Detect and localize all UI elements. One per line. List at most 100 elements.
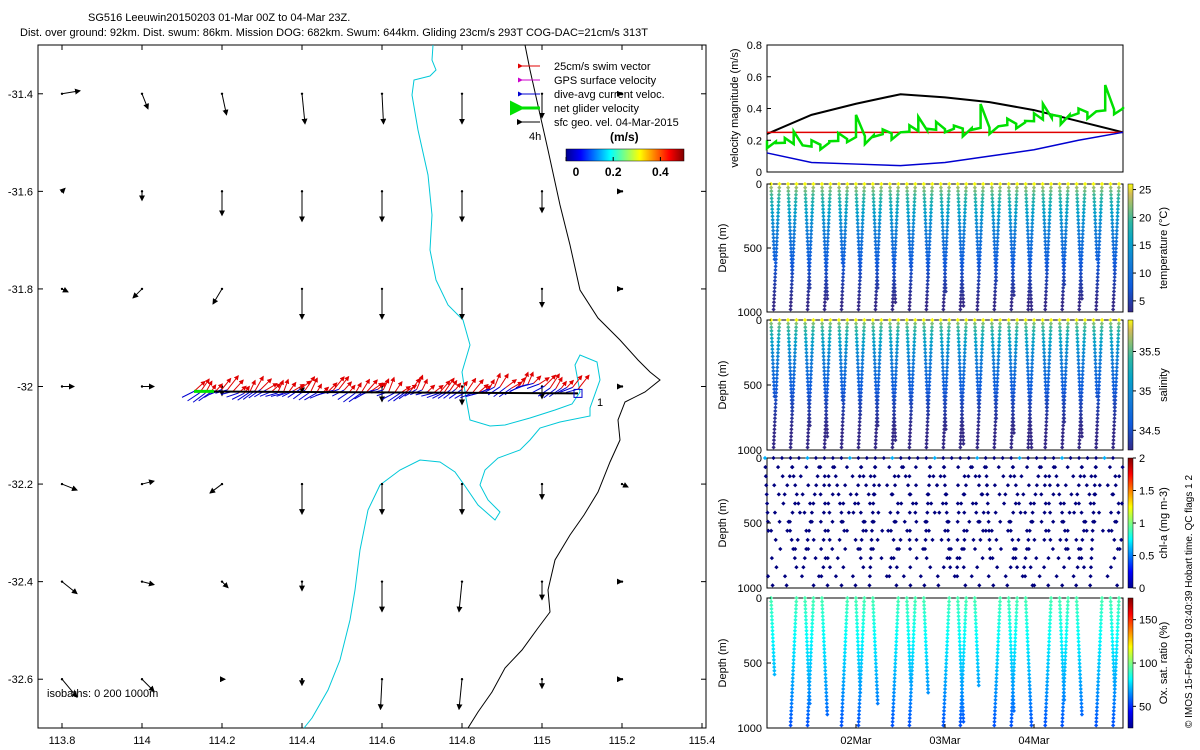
profile-point — [825, 372, 831, 377]
profile-point — [941, 437, 946, 443]
profile-point — [770, 628, 775, 633]
profile-point — [1024, 332, 1029, 337]
profile-point — [855, 357, 860, 363]
profile-point — [806, 292, 811, 298]
profile-point — [1059, 228, 1064, 233]
profile-point — [996, 635, 1001, 641]
profile-point — [956, 192, 961, 197]
profile-point — [857, 289, 862, 294]
geo-vector-origin — [380, 678, 384, 681]
profile-point — [802, 595, 808, 601]
profile-point — [889, 357, 894, 363]
profile-point — [1076, 639, 1081, 644]
profile-point — [1058, 610, 1063, 615]
profile-point — [1026, 379, 1031, 385]
profile-point — [995, 643, 1001, 648]
profile-point — [789, 289, 794, 294]
profile-point — [958, 307, 963, 312]
profile-point — [996, 350, 1001, 355]
profile-point — [974, 228, 980, 233]
profile-point — [792, 624, 798, 630]
profile-point — [809, 357, 814, 363]
profile-point — [893, 661, 898, 666]
profile-point — [844, 614, 849, 619]
profile-point — [1075, 614, 1080, 619]
profile-point — [908, 694, 913, 699]
profile-point — [1009, 307, 1014, 312]
profile-point — [1094, 289, 1100, 294]
geo-vector-origin — [300, 190, 304, 193]
profile-point — [911, 361, 916, 366]
profile-point — [810, 328, 816, 334]
profile-point — [941, 292, 947, 298]
profile-point — [787, 528, 793, 533]
profile-point — [942, 427, 947, 432]
profile-point — [1092, 346, 1098, 352]
profile-point — [1076, 217, 1081, 222]
profile-point — [895, 603, 901, 608]
profile-point — [794, 325, 799, 330]
profile-point — [907, 528, 913, 533]
profile-point — [1006, 317, 1011, 323]
profile-point — [924, 296, 930, 301]
profile-point — [1060, 654, 1065, 659]
profile-point — [924, 445, 929, 450]
profile-point — [942, 408, 948, 414]
profile-point — [840, 292, 845, 298]
profile-point — [826, 224, 831, 230]
profile-point — [961, 650, 966, 655]
profile-point — [1005, 528, 1011, 533]
profile-point — [858, 253, 864, 258]
profile-point — [855, 361, 861, 366]
profile-point — [892, 394, 897, 399]
profile-point — [1110, 650, 1116, 655]
profile-point — [1010, 412, 1015, 417]
profile-point — [958, 708, 964, 713]
profile-point — [1063, 654, 1068, 659]
profile-point — [1012, 239, 1017, 244]
profile-point — [997, 610, 1002, 615]
profile-point — [857, 278, 862, 283]
profile-point — [839, 300, 844, 305]
swim-vector — [505, 379, 518, 389]
profile-point — [788, 246, 794, 251]
profile-point — [1079, 705, 1084, 710]
profile-point — [791, 232, 797, 237]
profile-point — [871, 501, 876, 506]
profile-point — [1076, 635, 1081, 641]
profile-point — [997, 321, 1003, 326]
profile-point — [789, 278, 795, 283]
profile-point — [1057, 595, 1062, 601]
profile-point — [1051, 455, 1056, 461]
profile-point — [1077, 307, 1082, 312]
profile-point — [939, 346, 945, 352]
profile-point — [793, 610, 798, 615]
profile-point — [1025, 217, 1030, 222]
profile-point — [924, 455, 929, 461]
profile-point — [1008, 474, 1013, 479]
profile-point — [810, 325, 816, 330]
profile-point — [907, 434, 913, 439]
profile-point — [944, 501, 949, 506]
profile-point — [994, 257, 999, 262]
profile-point — [1059, 217, 1064, 222]
profile-point — [820, 196, 825, 201]
profile-point — [827, 332, 832, 337]
profile-point — [862, 185, 867, 190]
profile-point — [809, 346, 815, 352]
swim-vector — [471, 378, 484, 394]
profile-point — [872, 628, 877, 633]
profile-point — [940, 361, 945, 366]
profile-point — [1059, 365, 1064, 370]
profile-point — [1028, 565, 1033, 570]
profile-point — [1109, 346, 1114, 352]
profile-point — [1116, 328, 1121, 334]
speed-colorbar-ticks: 0 0.2 0.4 — [565, 157, 669, 179]
profile-point — [808, 661, 813, 666]
profile-point — [1060, 292, 1065, 298]
profile-point — [1060, 437, 1065, 443]
profile-point — [820, 339, 826, 344]
profile-point — [1029, 307, 1034, 312]
profile-point — [957, 635, 962, 641]
profile-point — [960, 683, 965, 688]
